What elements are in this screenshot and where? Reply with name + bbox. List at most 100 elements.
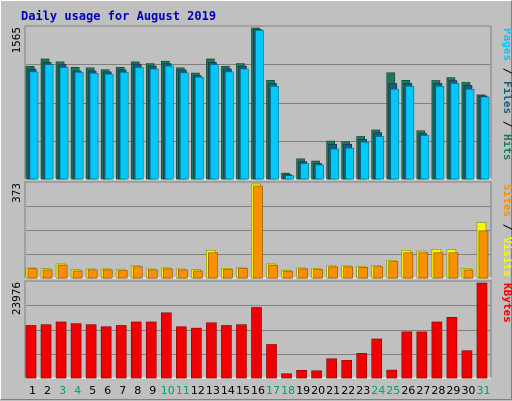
bar-hits-files-pages-pages-day-19 — [300, 163, 309, 180]
bar-kbytes-kbytes-day-11 — [176, 326, 187, 379]
x-tick-label-day-17: 17 — [266, 384, 280, 397]
bar-hits-files-pages-pages-day-28 — [435, 86, 445, 180]
series-label-hits: Hits — [501, 134, 512, 161]
bar-hits-files-pages-pages-day-7 — [119, 72, 129, 180]
bar-hits-files-pages-pages-day-2 — [44, 64, 54, 180]
bar-visits-sites-sites-day-19 — [298, 268, 308, 279]
x-tick-label-day-10: 10 — [161, 384, 175, 397]
series-label-separator: / — [501, 217, 512, 237]
series-label-separator: / — [501, 114, 512, 134]
bar-visits-sites-sites-day-4 — [72, 270, 83, 279]
bar-hits-files-pages-pages-day-8 — [134, 67, 144, 180]
bar-visits-sites-sites-day-1 — [27, 268, 38, 279]
bar-kbytes-kbytes-day-30 — [461, 350, 473, 379]
x-tick-label-day-25: 25 — [386, 384, 400, 397]
x-tick-label-day-4: 4 — [74, 384, 81, 397]
x-tick-label-day-16: 16 — [251, 384, 265, 397]
bar-kbytes-kbytes-day-17 — [266, 344, 277, 379]
x-tick-label-day-20: 20 — [311, 384, 325, 397]
series-label-visits: Visits — [501, 237, 512, 277]
series-label-pages: Pages — [501, 28, 512, 61]
bar-kbytes-kbytes-day-18 — [281, 373, 292, 379]
bar-visits-sites-sites-day-30 — [463, 269, 474, 279]
bar-hits-files-pages-pages-day-4 — [74, 72, 84, 180]
bar-visits-sites-sites-day-9 — [147, 269, 158, 279]
bar-kbytes-kbytes-day-20 — [311, 370, 322, 379]
bar-hits-files-pages-pages-day-14 — [225, 71, 234, 180]
x-tick-label-day-24: 24 — [371, 384, 385, 397]
bar-hits-files-pages-pages-day-12 — [195, 76, 204, 180]
bar-visits-sites-sites-day-26 — [403, 252, 414, 279]
x-tick-label-day-15: 15 — [236, 384, 250, 397]
x-tick-label-day-1: 1 — [29, 384, 36, 397]
panel-visits-sites-ymax-label: 373 — [10, 183, 23, 203]
bar-kbytes-kbytes-day-31 — [476, 282, 488, 379]
x-tick-label-day-13: 13 — [206, 384, 220, 397]
bar-visits-sites-sites-day-25 — [388, 261, 399, 279]
bar-visits-sites-sites-day-14 — [223, 269, 233, 279]
bar-kbytes-kbytes-day-23 — [356, 353, 368, 379]
bar-visits-sites-sites-day-17 — [268, 264, 278, 279]
x-tick-label-day-21: 21 — [326, 384, 340, 397]
bar-visits-sites-sites-day-20 — [313, 269, 323, 279]
bar-kbytes-kbytes-day-19 — [296, 369, 307, 379]
x-tick-label-day-8: 8 — [134, 384, 141, 397]
chart-title: Daily usage for August 2019 — [21, 9, 216, 23]
bar-visits-sites-sites-day-31 — [478, 230, 489, 279]
bar-kbytes-kbytes-day-12 — [191, 327, 202, 379]
bar-visits-sites-sites-day-24 — [373, 266, 384, 279]
bar-hits-files-pages-pages-day-18 — [285, 175, 294, 180]
bar-visits-sites-sites-day-29 — [448, 252, 459, 279]
bar-visits-sites-sites-day-22 — [343, 266, 353, 279]
series-label-sites: Sites — [501, 184, 512, 217]
bar-visits-sites-sites-day-2 — [42, 269, 53, 279]
bar-hits-files-pages-pages-day-31 — [480, 96, 490, 180]
x-tick-label-day-31: 31 — [476, 384, 490, 397]
bar-kbytes-kbytes-day-27 — [416, 331, 428, 379]
x-tick-label-day-26: 26 — [401, 384, 415, 397]
bar-visits-sites-sites-day-6 — [102, 269, 113, 279]
bar-hits-files-pages-pages-day-11 — [180, 72, 189, 180]
bar-visits-sites-sites-day-8 — [132, 266, 143, 279]
panel-kbytes-series-labels: KBytes — [501, 283, 512, 323]
bar-hits-files-pages-pages-day-26 — [405, 86, 415, 180]
x-tick-label-day-27: 27 — [416, 384, 430, 397]
bar-kbytes-kbytes-day-24 — [371, 338, 383, 379]
bar-kbytes-kbytes-day-6 — [100, 326, 112, 379]
x-tick-label-day-12: 12 — [191, 384, 205, 397]
x-tick-label-day-3: 3 — [59, 384, 66, 397]
bar-kbytes-kbytes-day-5 — [85, 324, 97, 379]
bar-hits-files-pages-pages-day-21 — [330, 148, 339, 180]
bar-kbytes-kbytes-day-13 — [206, 322, 217, 379]
bar-kbytes-kbytes-day-7 — [115, 325, 127, 379]
x-tick-label-day-6: 6 — [104, 384, 111, 397]
x-tick-label-day-2: 2 — [44, 384, 51, 397]
x-tick-label-day-22: 22 — [341, 384, 355, 397]
bar-hits-files-pages-pages-day-22 — [345, 147, 354, 180]
panel-kbytes-ymax-label: 23976 — [10, 282, 23, 315]
bar-visits-sites-sites-day-27 — [418, 252, 429, 279]
series-label-files: Files — [501, 81, 512, 114]
bar-kbytes-kbytes-day-29 — [446, 317, 458, 379]
bar-hits-files-pages-pages-day-27 — [420, 135, 430, 180]
bar-kbytes-kbytes-day-28 — [431, 321, 443, 379]
panel-hits-files-pages-ymax-label: 1565 — [10, 27, 23, 54]
bar-kbytes-kbytes-day-3 — [55, 321, 67, 379]
bar-visits-sites-sites-day-16 — [253, 185, 263, 279]
bar-visits-sites-sites-day-15 — [238, 268, 248, 279]
bar-hits-files-pages-pages-day-9 — [149, 68, 159, 180]
bar-kbytes-kbytes-day-26 — [401, 331, 413, 379]
bar-hits-files-pages-pages-day-29 — [450, 83, 460, 180]
bar-hits-files-pages-pages-day-24 — [375, 136, 385, 180]
panel-visits-sites-series-labels: Sites / Visits — [501, 184, 512, 277]
bar-hits-files-pages-pages-day-15 — [240, 68, 249, 180]
bar-visits-sites-sites-day-18 — [283, 270, 293, 279]
bar-visits-sites-sites-day-13 — [208, 252, 218, 279]
bar-visits-sites-sites-day-10 — [162, 268, 173, 279]
bar-visits-sites-sites-day-21 — [328, 266, 338, 279]
x-tick-label-day-23: 23 — [356, 384, 370, 397]
bar-kbytes-kbytes-day-10 — [160, 312, 172, 379]
bar-visits-sites-sites-day-5 — [87, 269, 98, 279]
